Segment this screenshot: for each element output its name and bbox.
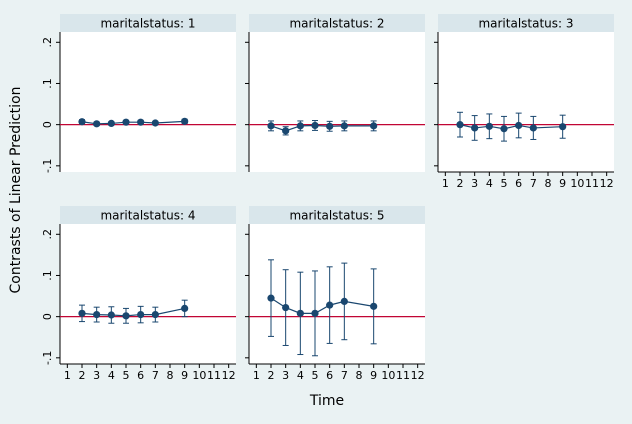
x-tick-label: 6 [515,177,522,190]
plot-area [60,224,236,364]
point [78,309,86,317]
x-tick-label: 6 [137,369,144,382]
point [340,122,348,130]
panel-title: maritalstatus: 3 [478,17,573,31]
x-tick-label: 12 [411,369,425,382]
x-tick-label: 7 [152,369,159,382]
x-tick-label: 4 [486,177,493,190]
x-tick-label: 2 [457,177,464,190]
plot-area [438,32,614,172]
x-tick-label: 4 [297,369,304,382]
panel-title: maritalstatus: 4 [100,209,195,223]
point [456,121,464,129]
x-axis-label: Time [309,393,344,409]
point [267,122,275,130]
x-tick-label: 5 [123,369,130,382]
x-tick-label: 5 [312,369,319,382]
panel-header [60,14,236,32]
x-tick-label: 7 [530,177,537,190]
point [370,122,378,130]
point [326,301,334,309]
point [559,123,567,131]
point [93,120,101,128]
point [500,125,508,133]
point [485,122,493,130]
panel-title: maritalstatus: 2 [289,17,384,31]
panel-title: maritalstatus: 5 [289,209,384,223]
x-tick-label: 3 [282,369,289,382]
point [181,304,189,313]
point [137,310,145,319]
point [282,303,290,312]
x-tick-label: 3 [471,177,478,190]
panel-header [60,206,236,224]
plot-area [249,32,425,172]
point [107,311,115,319]
point [151,310,159,319]
x-tick-label: 9 [181,369,188,382]
x-tick-label: 1 [442,177,449,190]
x-tick-label: 5 [501,177,508,190]
point [122,118,130,126]
point [78,118,86,126]
point [181,117,189,125]
point [515,121,523,130]
plot-area [60,32,236,172]
x-tick-label: 9 [370,369,377,382]
panel-header [438,14,614,32]
x-tick-label: 2 [79,369,86,382]
plot-area [249,224,425,364]
x-tick-label: 10 [381,369,395,382]
x-tick-label: 12 [222,369,236,382]
panel-title: maritalstatus: 1 [100,17,195,31]
x-tick-label: 10 [192,369,206,382]
point [267,294,275,302]
point [137,118,145,126]
x-tick-label: 6 [326,369,333,382]
point [93,310,101,319]
y-tick-label: -.1 [41,159,54,173]
point [311,309,319,317]
panel-header [249,14,425,32]
y-tick-label: .1 [41,270,54,281]
point [471,124,479,132]
point [296,122,304,130]
x-tick-label: 4 [108,369,115,382]
x-tick-label: 8 [167,369,174,382]
x-tick-label: 2 [268,369,275,382]
point [529,124,537,132]
x-tick-label: 1 [253,369,260,382]
point [282,127,290,135]
x-tick-label: 3 [93,369,100,382]
point [326,122,334,130]
x-tick-label: 10 [570,177,584,190]
x-tick-label: 9 [559,177,566,190]
y-tick-label: 0 [41,121,54,128]
panel-header [249,206,425,224]
y-tick-label: -.1 [41,351,54,365]
y-tick-label: .1 [41,78,54,89]
x-tick-label: 7 [341,369,348,382]
y-tick-label: .2 [41,229,54,240]
x-tick-label: 11 [396,369,410,382]
x-tick-label: 8 [545,177,552,190]
x-tick-label: 12 [600,177,614,190]
point [370,302,378,310]
x-tick-label: 8 [356,369,363,382]
x-tick-label: 11 [585,177,599,190]
point [122,312,130,320]
point [340,297,348,306]
point [296,309,304,317]
y-axis-label: Contrasts of Linear Prediction [8,86,24,293]
point [107,119,115,128]
y-tick-label: .2 [41,37,54,48]
point [311,121,319,130]
point [151,119,159,127]
x-tick-label: 1 [64,369,71,382]
y-tick-label: 0 [41,313,54,320]
x-tick-label: 11 [207,369,221,382]
